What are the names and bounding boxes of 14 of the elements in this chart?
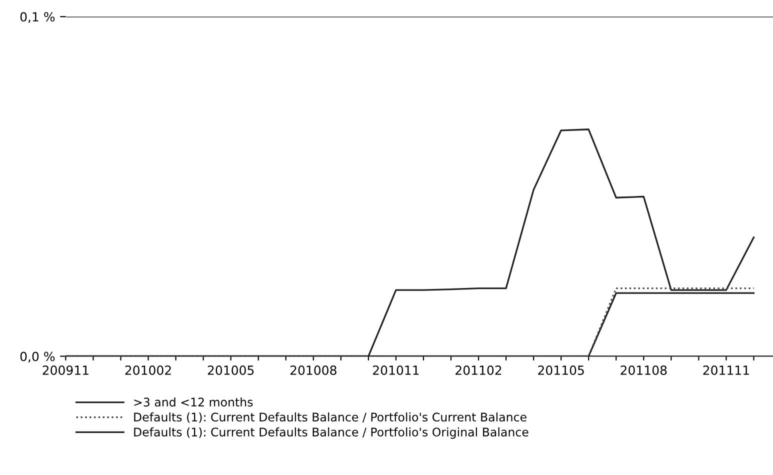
- x-tick-label: 201108: [620, 366, 667, 375]
- y-tick-label: 0,1 %: [20, 12, 55, 23]
- legend-label: >3 and <12 months: [134, 397, 253, 407]
- x-tick-label: 201102: [456, 366, 502, 375]
- x-tick-label: 201005: [208, 366, 254, 375]
- legend-label: Defaults (1): Current Defaults Balance / Portfolio's Current Balance: [134, 412, 526, 423]
- x-tick-label: 201105: [538, 366, 584, 375]
- x-tick-label: 201011: [373, 366, 419, 375]
- x-tick-label: 201008: [290, 366, 336, 375]
- x-tick-label: 201002: [125, 366, 171, 375]
- x-tick-label: 200911: [42, 366, 88, 375]
- y-tick-label: 0,0 %: [20, 352, 55, 362]
- legend-label: Defaults (1): Current Defaults Balance / Portfolio's Original Balance: [134, 427, 528, 439]
- x-tick-label: 201111: [703, 366, 749, 375]
